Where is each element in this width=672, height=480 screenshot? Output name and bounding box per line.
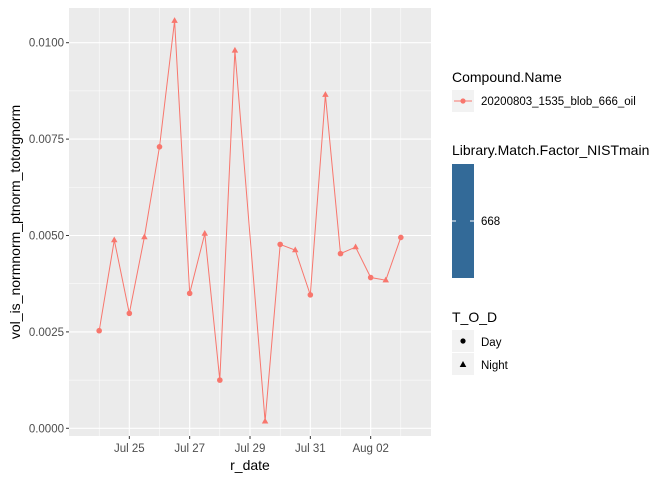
legend-tod: T_O_D Day Night	[452, 309, 509, 375]
data-point-night	[261, 417, 269, 424]
legend-tod-day-label: Day	[481, 337, 502, 349]
data-point-day	[367, 274, 374, 281]
data-point-day	[398, 234, 404, 241]
x-tick-label: Jul 25	[114, 443, 145, 455]
legend-compound-label: 20200803_1535_blob_666_oil	[481, 96, 636, 108]
data-point-day	[156, 144, 163, 150]
data-point-day	[217, 377, 223, 383]
data-point-day	[126, 310, 133, 317]
data-point-night	[352, 243, 359, 250]
data-point-night	[322, 91, 329, 97]
y-axis-ticks: 0.0000 0.0025 0.0050 0.0075 0.0100	[29, 38, 69, 435]
legend-colorbar-label: 668	[481, 216, 500, 228]
data-point-night	[231, 46, 239, 53]
y-tick-label: 0.0075	[29, 134, 64, 146]
data-point-day	[96, 327, 102, 334]
y-tick-label: 0.0000	[29, 423, 64, 435]
legend-tod-night-label: Night	[481, 360, 509, 372]
data-point-night	[111, 236, 118, 243]
series-points	[96, 17, 404, 424]
data-point-night	[201, 229, 208, 236]
data-point-night	[292, 246, 299, 253]
legend-compound-title: Compound.Name	[452, 69, 562, 85]
legend-compound: Compound.Name 20200803_1535_blob_666_oil	[452, 69, 636, 112]
x-tick-label: Jul 31	[295, 443, 326, 455]
data-point-night	[382, 276, 389, 283]
x-tick-label: Jul 29	[235, 443, 266, 455]
x-tick-label: Jul 27	[174, 443, 205, 455]
x-tick-label: Aug 02	[352, 443, 388, 455]
legend-tod-night-icon	[459, 361, 467, 367]
data-point-day	[337, 250, 344, 257]
y-tick-label: 0.0100	[29, 38, 64, 50]
legend-compound-point	[460, 98, 466, 104]
y-axis-title: vol_is_normnorm_ptnorm_totorgnorm	[7, 105, 23, 339]
data-point-night	[141, 233, 148, 240]
y-tick-label: 0.0025	[29, 327, 64, 339]
y-tick-label: 0.0050	[29, 230, 64, 242]
legend-match-factor: Library.Match.Factor_NISTmain 668	[452, 142, 649, 278]
data-point-day	[277, 241, 283, 248]
data-point-day	[186, 290, 193, 297]
legend-tod-title: T_O_D	[452, 309, 497, 325]
legend-match-factor-title: Library.Match.Factor_NISTmain	[452, 142, 649, 158]
data-point-day	[307, 292, 314, 298]
x-axis-ticks: Jul 25 Jul 27 Jul 29 Jul 31 Aug 02	[114, 436, 389, 455]
legend-colorbar	[452, 164, 474, 278]
major-gridlines	[69, 8, 431, 436]
x-axis-title: r_date	[230, 457, 270, 473]
legend-tod-day-icon	[460, 338, 466, 344]
data-point-night	[171, 17, 178, 23]
